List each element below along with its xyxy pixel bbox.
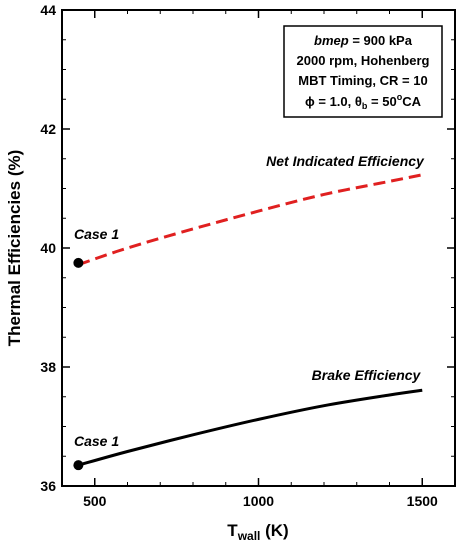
axis-ticks: 500 1000 1500 36 38 40 42 44 [40,2,455,509]
legend-degree-superscript: o [397,92,403,102]
legend-box-frame [283,25,443,118]
legend-bmep-value: = 900 kPa [349,33,413,48]
case-label-indicated: Case 1 [74,226,119,242]
x-axis-title-subscript: wall [237,529,261,543]
legend-theta-subscript: b [362,101,368,111]
case-markers [73,257,84,471]
brake-efficiency-line [77,388,423,467]
legend-line-4: ϕ = 1.0, θb = 50oCA [305,92,422,111]
legend-box: bmep = 900 kPa 2000 rpm, Hohenberg MBT T… [283,25,443,118]
legend-line-2: 2000 rpm, Hohenberg [297,53,430,68]
case-label-brake: Case 1 [74,433,119,449]
y-tick-label: 40 [40,240,56,256]
x-tick-label: 500 [83,493,107,509]
series-lines [77,173,423,467]
y-tick-label: 44 [40,2,56,18]
net-indicated-efficiency-line [77,173,423,267]
y-tick-label: 38 [40,359,56,375]
case-1-marker [73,257,84,268]
x-tick-label: 1000 [243,493,274,509]
legend-phi-theta: ϕ = 1.0, θ [305,94,362,109]
series-label-brake: Brake Efficiency [312,367,422,383]
y-axis-title: Thermal Efficiencies (%) [5,150,24,347]
y-tick-label: 36 [40,478,56,494]
x-tick-label: 1500 [407,493,438,509]
legend-bmep-symbol: bmep [314,33,349,48]
x-axis-title: Twall (K) [227,521,288,543]
y-tick-label: 42 [40,121,56,137]
series-label-net-indicated: Net Indicated Efficiency [266,153,425,169]
legend-line-1: bmep = 900 kPa [314,33,413,48]
legend-ca-unit: CA [402,94,421,109]
x-axis-title-unit: (K) [260,521,288,540]
case-1-marker [73,460,84,471]
legend-theta-value: = 50 [367,94,396,109]
x-axis-title-main: T [227,521,238,540]
legend-line-3: MBT Timing, CR = 10 [298,73,427,88]
